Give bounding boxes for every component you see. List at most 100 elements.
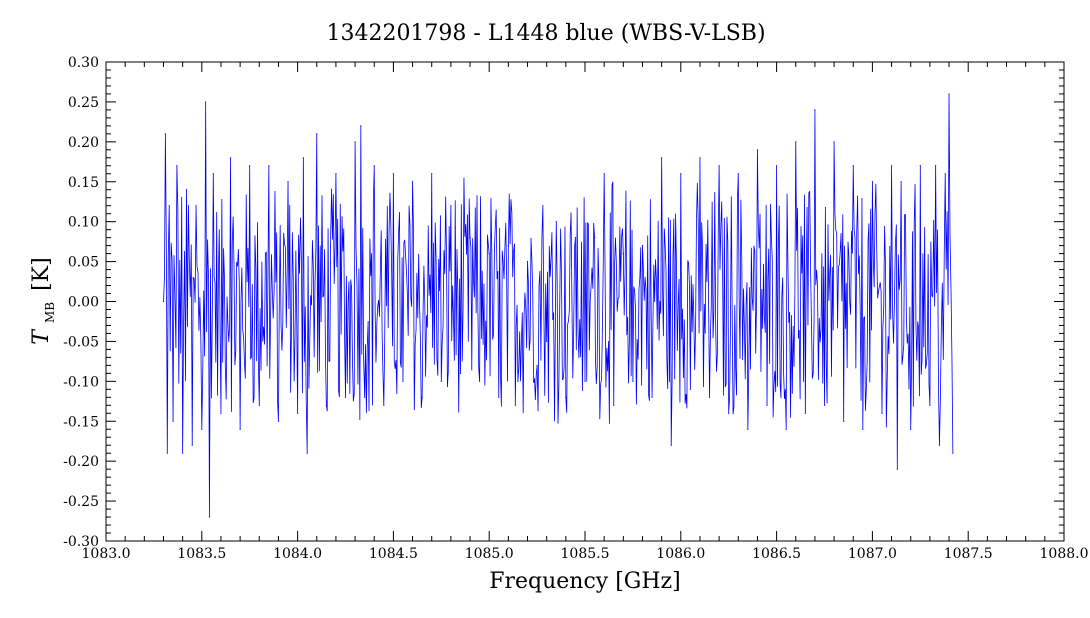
data-point <box>952 452 954 454</box>
data-point <box>890 165 893 167</box>
x-tick-label: 1084.5 <box>369 546 418 562</box>
y-tick-label: 0.30 <box>68 55 99 71</box>
x-tick-label: 1083.5 <box>177 546 226 562</box>
data-point <box>306 452 308 454</box>
x-tick-label: 1088.0 <box>1040 546 1089 562</box>
data-point <box>459 372 462 374</box>
y-tick-label: -0.15 <box>63 414 99 430</box>
data-point <box>392 173 394 175</box>
x-tick-label: 1086.5 <box>752 546 801 562</box>
data-point <box>584 380 586 382</box>
y-tick-label: -0.05 <box>63 334 99 350</box>
data-point <box>881 412 883 414</box>
data-point <box>229 157 232 159</box>
data-point <box>195 205 197 207</box>
data-point <box>205 101 207 103</box>
data-point <box>402 380 404 382</box>
data-point <box>766 404 768 406</box>
data-point <box>795 141 797 143</box>
data-point <box>804 412 806 414</box>
chart-title: 1342201798 - L1448 blue (WBS-V-LSB) <box>326 21 765 46</box>
data-point <box>776 165 778 167</box>
data-point <box>208 516 211 518</box>
data-point <box>239 428 241 430</box>
data-point <box>507 245 509 247</box>
data-point <box>632 380 634 382</box>
y-tick-label: -0.20 <box>63 454 99 470</box>
data-point <box>162 300 165 303</box>
data-point <box>185 189 188 191</box>
data-point <box>862 428 864 430</box>
data-point <box>479 380 481 382</box>
series-line-0 <box>163 93 954 518</box>
x-tick-label: 1085.5 <box>561 546 610 562</box>
data-point <box>919 165 921 167</box>
data-point <box>373 165 375 167</box>
y-tick-label: 0.20 <box>68 135 99 151</box>
data-point <box>670 444 672 446</box>
y-tick-label: 0.25 <box>68 95 99 111</box>
data-point <box>565 396 567 398</box>
y-axis-label-sub: MB <box>43 302 57 323</box>
data-point <box>871 181 874 183</box>
data-point <box>421 396 423 398</box>
data-point <box>220 412 222 414</box>
data-point <box>852 165 854 167</box>
data-point <box>718 165 720 167</box>
x-tick-label: 1084.0 <box>273 546 322 562</box>
data-point <box>316 133 318 135</box>
data-point <box>613 404 615 406</box>
data-point <box>411 181 414 183</box>
data-point <box>938 444 941 446</box>
data-point <box>622 253 624 255</box>
data-point <box>277 420 280 422</box>
data-point <box>833 141 835 143</box>
y-tick-label: 0.00 <box>68 295 99 311</box>
data-point <box>488 253 490 255</box>
data-point <box>747 428 749 430</box>
y-axis-label: T MB [K] <box>29 257 60 344</box>
data-point <box>176 165 178 167</box>
data-point <box>201 428 203 430</box>
data-point <box>689 388 691 390</box>
data-point <box>450 205 452 207</box>
series-group <box>162 93 954 518</box>
data-point <box>191 444 193 446</box>
data-point <box>526 260 529 263</box>
data-point <box>699 157 701 159</box>
y-tick-label: 0.05 <box>68 255 99 271</box>
x-tick-label: 1087.0 <box>848 546 897 562</box>
x-tick-label: 1087.5 <box>944 546 993 562</box>
data-point <box>364 396 366 398</box>
data-point <box>249 165 251 167</box>
data-point <box>469 237 471 239</box>
data-point <box>843 420 845 422</box>
data-point <box>900 181 902 183</box>
data-point <box>297 412 299 414</box>
data-point <box>910 428 912 430</box>
x-tick-label: 1083.0 <box>82 546 131 562</box>
data-point <box>948 93 950 95</box>
data-point <box>555 221 557 223</box>
axis-ticks <box>105 61 1065 542</box>
data-point <box>182 452 184 454</box>
data-point <box>935 165 937 167</box>
data-point <box>603 173 605 175</box>
svg-text:T MB [K]: T MB [K] <box>29 257 60 344</box>
data-point <box>212 173 214 175</box>
x-tick-label: 1085.0 <box>465 546 514 562</box>
data-point <box>166 452 168 454</box>
data-point <box>944 173 946 175</box>
x-axis-label: Frequency [GHz] <box>489 569 681 594</box>
x-tick-label: 1086.0 <box>656 546 705 562</box>
data-point <box>335 173 337 175</box>
data-point <box>708 396 711 398</box>
data-point <box>164 133 166 135</box>
y-axis-label-main: T <box>29 328 54 345</box>
data-point <box>498 396 500 398</box>
data-point <box>896 468 898 470</box>
data-point <box>680 173 682 175</box>
y-tick-label: 0.10 <box>68 215 99 231</box>
data-point <box>661 157 663 159</box>
